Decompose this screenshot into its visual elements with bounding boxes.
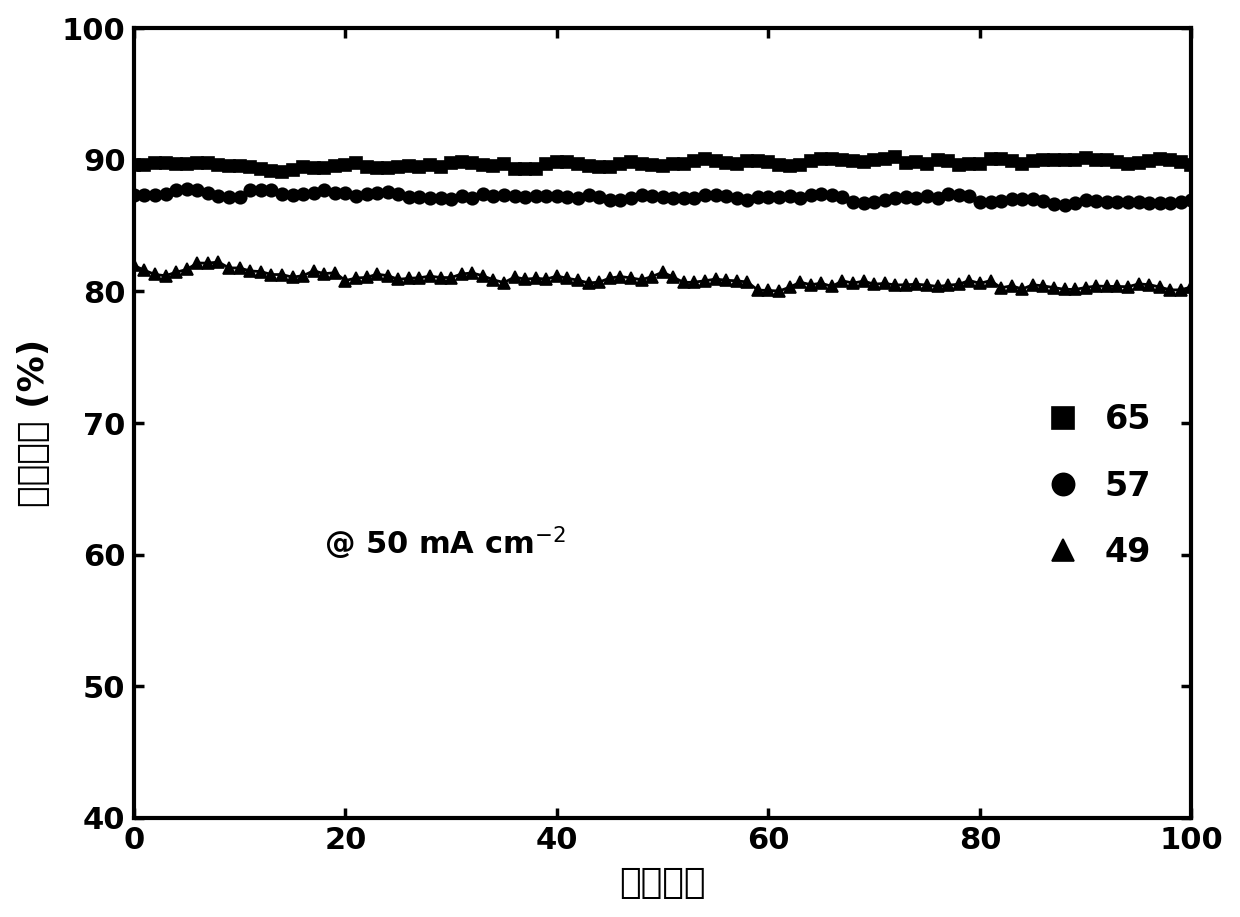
- 65: [201, 158, 216, 169]
- 57: [1058, 200, 1073, 211]
- 65: [624, 156, 639, 167]
- 49: [126, 260, 141, 271]
- 49: [782, 282, 797, 293]
- 49: [402, 273, 417, 284]
- 57: [878, 194, 893, 205]
- 49: [771, 285, 786, 296]
- X-axis label: 循环周期: 循环周期: [620, 867, 706, 900]
- 49: [624, 272, 639, 283]
- 49: [201, 258, 216, 269]
- Line: 65: 65: [128, 150, 1198, 178]
- 49: [1184, 282, 1199, 293]
- 57: [180, 184, 195, 195]
- Line: 57: 57: [128, 183, 1198, 211]
- 49: [888, 280, 903, 291]
- Text: @ 50 mA cm$^{-2}$: @ 50 mA cm$^{-2}$: [324, 525, 565, 562]
- 65: [126, 160, 141, 171]
- Legend: 65, 57, 49: 65, 57, 49: [1042, 390, 1164, 582]
- 65: [274, 166, 289, 177]
- 57: [1184, 194, 1199, 205]
- 49: [941, 280, 956, 291]
- 49: [211, 257, 226, 268]
- 57: [126, 189, 141, 200]
- 57: [402, 192, 417, 203]
- 65: [941, 156, 956, 167]
- 65: [771, 160, 786, 171]
- 65: [402, 160, 417, 171]
- 57: [930, 193, 945, 204]
- 65: [878, 153, 893, 164]
- 57: [211, 191, 226, 202]
- 65: [1184, 159, 1199, 170]
- 65: [888, 151, 903, 162]
- Y-axis label: 能量效率 (%): 能量效率 (%): [16, 339, 51, 507]
- 57: [771, 191, 786, 202]
- Line: 49: 49: [128, 256, 1198, 297]
- 57: [624, 193, 639, 204]
